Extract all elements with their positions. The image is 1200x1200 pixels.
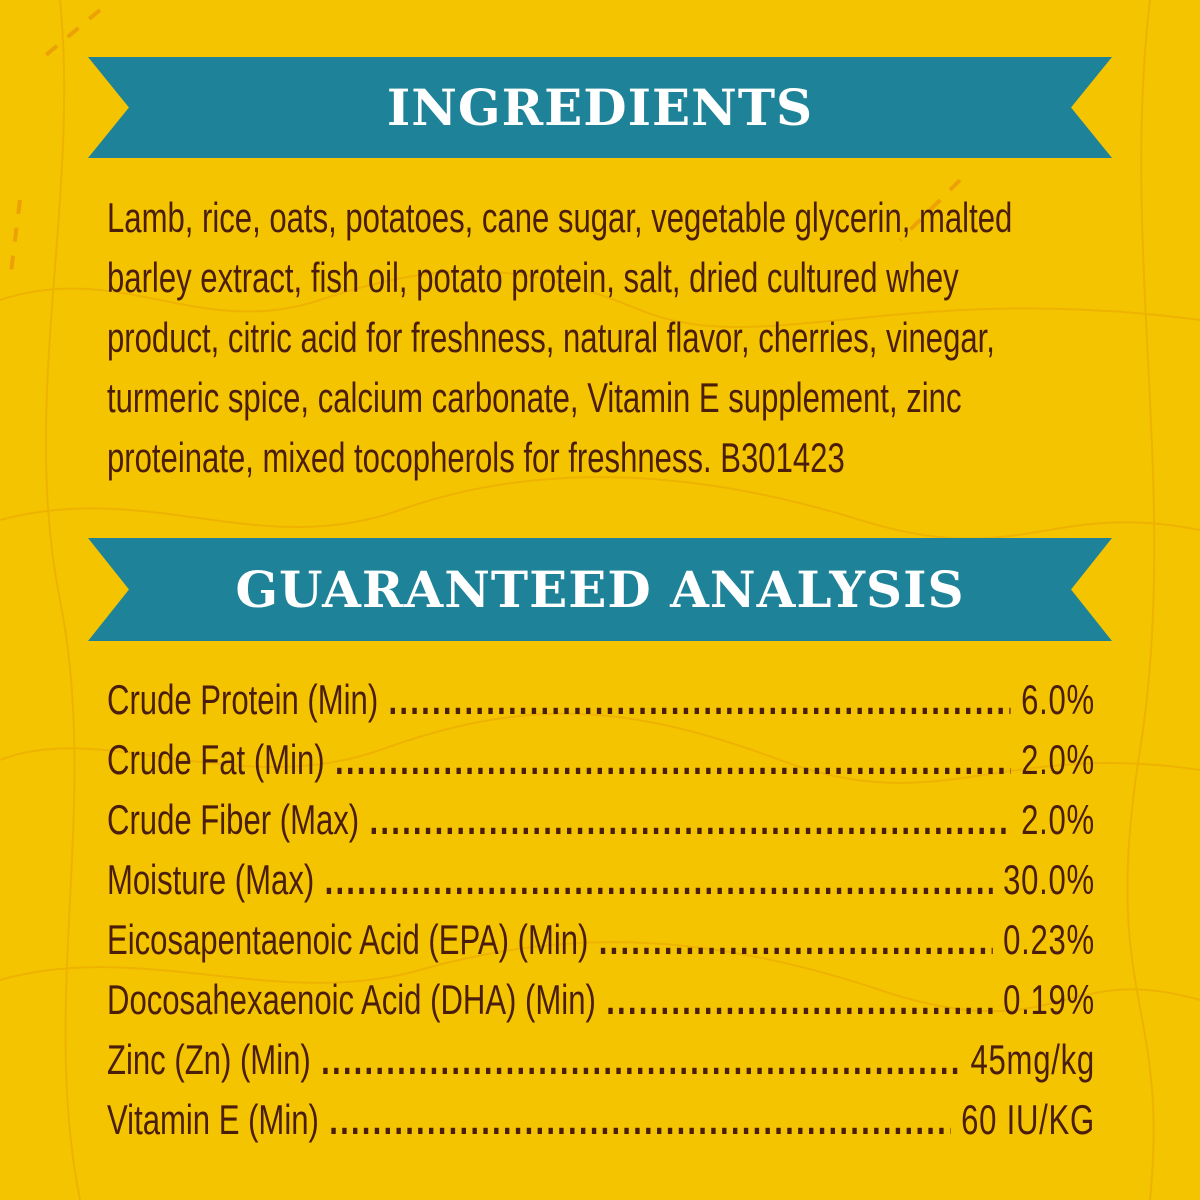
ingredients-line: turmeric spice, calcium carbonate, Vitam… bbox=[107, 374, 962, 421]
row-value: 6.0% bbox=[1021, 676, 1095, 723]
analysis-row: Eicosapentaenoic Acid (EPA) (Min) 0.23% bbox=[107, 912, 1095, 972]
row-label: Moisture (Max) bbox=[107, 856, 315, 903]
ingredients-text: Lamb, rice, oats, potatoes, cane sugar, … bbox=[107, 190, 1200, 490]
ingredients-line: barley extract, fish oil, potato protein… bbox=[107, 254, 959, 301]
row-value: 2.0% bbox=[1021, 736, 1095, 783]
row-label: Crude Fiber (Max) bbox=[107, 796, 360, 843]
analysis-row: Crude Fiber (Max) 2.0% bbox=[107, 792, 1095, 852]
dot-leader bbox=[325, 852, 993, 908]
row-value: 0.19% bbox=[1003, 976, 1095, 1023]
ingredients-line: proteinate, mixed tocopherols for freshn… bbox=[107, 434, 845, 481]
row-value: 0.23% bbox=[1003, 916, 1095, 963]
analysis-row: Docosahexaenoic Acid (DHA) (Min) 0.19% bbox=[107, 972, 1095, 1032]
row-label: Zinc (Zn) (Min) bbox=[107, 1036, 311, 1083]
row-label: Docosahexaenoic Acid (DHA) (Min) bbox=[107, 976, 596, 1023]
dot-leader bbox=[329, 1092, 951, 1148]
analysis-title: GUARANTEED ANALYSIS bbox=[235, 560, 965, 619]
row-label: Crude Protein (Min) bbox=[107, 676, 379, 723]
ingredients-line: Lamb, rice, oats, potatoes, cane sugar, … bbox=[107, 194, 1013, 241]
dot-leader bbox=[370, 792, 1011, 848]
row-label: Eicosapentaenoic Acid (EPA) (Min) bbox=[107, 916, 589, 963]
analysis-row: Crude Fat (Min) 2.0% bbox=[107, 732, 1095, 792]
analysis-row: Zinc (Zn) (Min) 45mg/kg bbox=[107, 1032, 1095, 1092]
row-value: 2.0% bbox=[1021, 796, 1095, 843]
row-value: 45mg/kg bbox=[970, 1036, 1095, 1083]
dot-leader bbox=[599, 912, 993, 968]
row-value: 30.0% bbox=[1003, 856, 1095, 903]
analysis-banner: GUARANTEED ANALYSIS bbox=[88, 538, 1112, 641]
dot-leader bbox=[389, 672, 1011, 728]
dot-leader bbox=[335, 732, 1011, 788]
ingredients-line: product, citric acid for freshness, natu… bbox=[107, 314, 995, 361]
analysis-row: Vitamin E (Min) 60 IU/KG bbox=[107, 1092, 1095, 1152]
row-label: Vitamin E (Min) bbox=[107, 1096, 319, 1143]
dot-leader bbox=[321, 1032, 960, 1088]
dot-leader bbox=[606, 972, 993, 1028]
analysis-row: Moisture (Max) 30.0% bbox=[107, 852, 1095, 912]
row-value: 60 IU/KG bbox=[961, 1096, 1095, 1143]
ingredients-title: INGREDIENTS bbox=[386, 78, 814, 137]
ingredients-banner: INGREDIENTS bbox=[88, 57, 1112, 158]
analysis-table: Crude Protein (Min) 6.0% Crude Fat (Min) 2… bbox=[107, 672, 1095, 1152]
row-label: Crude Fat (Min) bbox=[107, 736, 325, 783]
analysis-row: Crude Protein (Min) 6.0% bbox=[107, 672, 1095, 732]
